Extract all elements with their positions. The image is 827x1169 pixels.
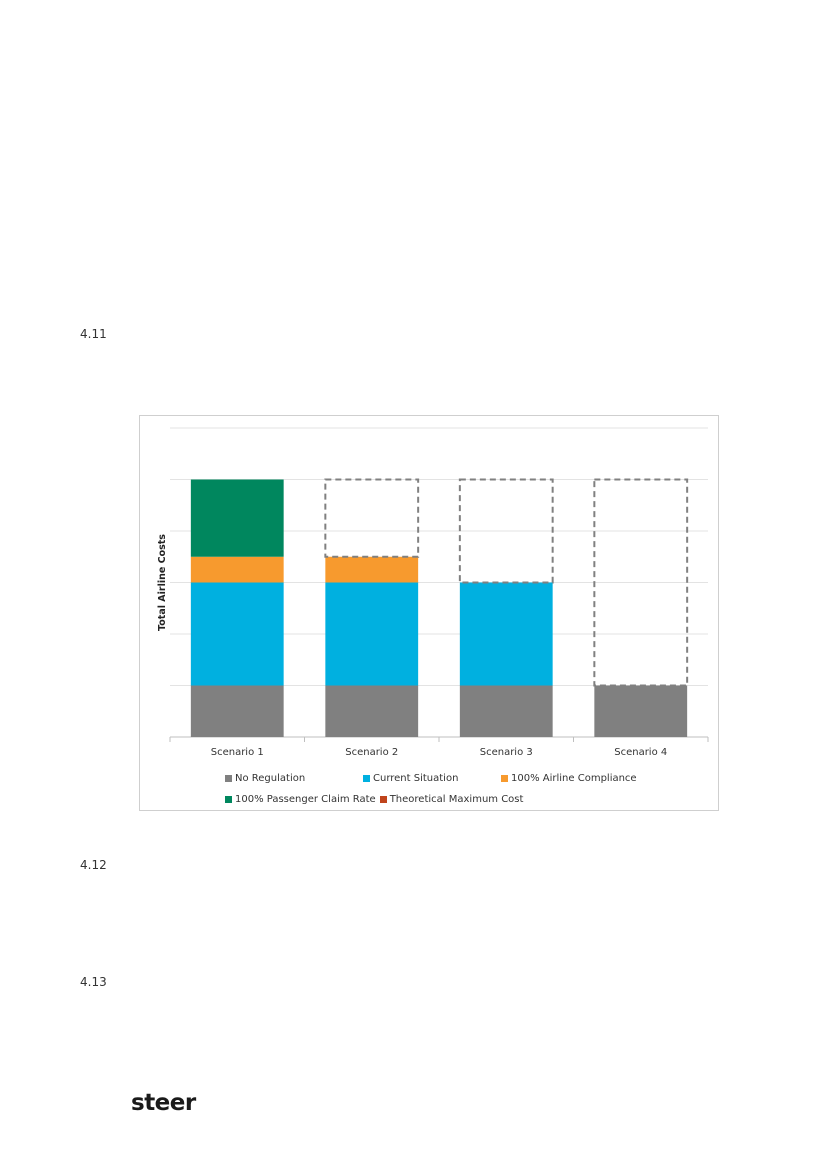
legend-label: 100% Passenger Claim Rate [235,794,376,805]
legend-label: No Regulation [235,773,306,784]
max-cost-outline [458,478,554,584]
y-axis-label: Total Airline Costs [157,534,168,631]
bar-segment [190,582,284,686]
x-tick-label: Scenario 2 [345,747,398,758]
chart-container: Scenario 1 Scenario 2 Scenario 3 Scenario 4… [139,415,719,811]
max-cost-outline [324,478,420,558]
paragraph-number: 4.11 [80,327,107,341]
paragraph-number: 4.13 [80,975,107,989]
legend-item: 100% Passenger Claim Rate [225,794,376,805]
x-tick-label: Scenario 1 [211,747,264,758]
paragraph-number: 4.12 [80,858,107,872]
legend-label: 100% Airline Compliance [511,773,637,784]
bar-segment [325,685,419,737]
bar-segment [325,556,419,583]
steer-logo: steer [131,1090,196,1116]
legend-swatch [225,796,232,803]
stacked-bar-chart: Scenario 1 Scenario 2 Scenario 3 Scenario 4… [157,427,709,758]
x-tick-label: Scenario 3 [480,747,533,758]
bar-segment [190,479,284,557]
legend-item: Theoretical Maximum Cost [379,794,524,805]
legend-label: Theoretical Maximum Cost [389,794,524,805]
bar-segment [325,582,419,686]
legend-item: 100% Airline Compliance [501,773,637,784]
legend-label: Current Situation [373,773,459,784]
max-cost-outline [593,478,689,687]
legend-swatch [379,796,387,803]
legend-item: Current Situation [363,773,501,784]
bar-segment [190,685,284,737]
legend-item: No Regulation [225,773,363,784]
bar-segment [594,685,688,737]
chart-legend: No Regulation Current Situation 100% Air… [225,768,695,810]
bar-segment [459,582,553,686]
legend-swatch [501,775,508,782]
legend-swatch [225,775,232,782]
x-tick-label: Scenario 4 [614,747,667,758]
bar-segment [190,556,284,583]
bar-segment [459,685,553,737]
legend-swatch [363,775,370,782]
